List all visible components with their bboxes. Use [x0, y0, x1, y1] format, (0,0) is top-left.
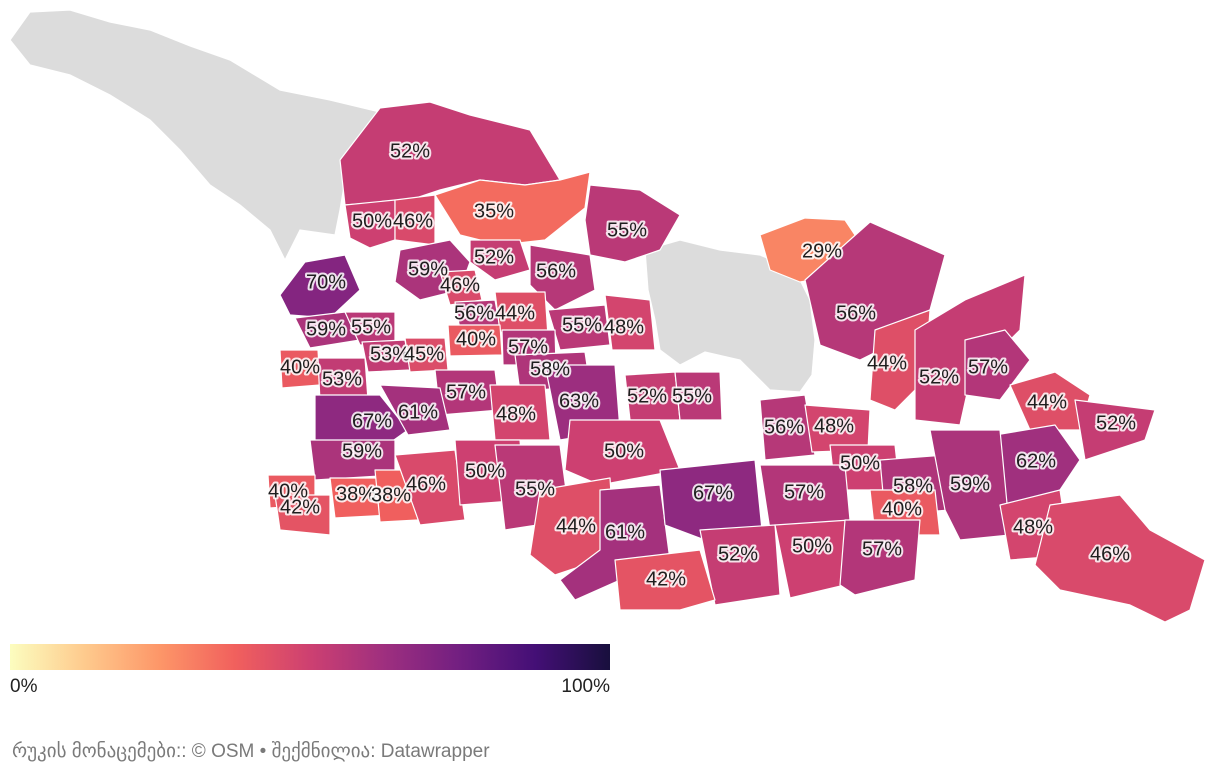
region-value-label: 50% — [840, 452, 880, 474]
region-value-label: 44% — [867, 352, 907, 374]
legend-min-label: 0% — [10, 676, 38, 697]
region-value-label: 58% — [893, 475, 933, 497]
region-value-label: 52% — [919, 366, 959, 388]
region-value-label: 56% — [536, 260, 576, 282]
region-r16[interactable] — [547, 304, 611, 351]
region-value-label: 67% — [693, 482, 733, 504]
south-ossetia-nodata-area — [644, 239, 816, 393]
region-r34[interactable] — [379, 384, 451, 436]
region-r52[interactable] — [274, 494, 331, 536]
region-r59[interactable] — [699, 524, 781, 606]
region-value-label: 58% — [530, 358, 570, 380]
region-value-label: 44% — [495, 302, 535, 324]
region-r61[interactable] — [839, 519, 921, 596]
region-value-label: 42% — [280, 496, 320, 518]
region-value-label: 44% — [1027, 391, 1067, 413]
region-r63[interactable] — [1034, 494, 1206, 623]
region-value-label: 46% — [1090, 543, 1130, 565]
region-value-label: 59% — [408, 258, 448, 280]
region-r05[interactable] — [584, 184, 681, 263]
region-value-label: 57% — [508, 336, 548, 358]
region-r37[interactable] — [759, 394, 816, 461]
region-value-label: 61% — [398, 401, 438, 423]
region-value-label: 67% — [352, 410, 392, 432]
region-value-label: 52% — [718, 543, 758, 565]
region-value-label: 45% — [404, 343, 444, 365]
region-value-label: 53% — [322, 368, 362, 390]
region-value-label: 48% — [496, 403, 536, 425]
legend-max-label: 100% — [561, 676, 610, 697]
region-value-label: 55% — [515, 478, 555, 500]
choropleth-map: 52%50% 46% 35%55%29%70%59%52%56%46%56% 44%5… — [9, 9, 1206, 623]
region-r49[interactable] — [394, 449, 466, 526]
region-value-label: 38% — [336, 483, 376, 505]
region-r10[interactable] — [529, 244, 596, 311]
region-value-label: 50% — [792, 535, 832, 557]
region-value-label: 56% — [764, 416, 804, 438]
region-value-label: 59% — [950, 473, 990, 495]
region-value-label: 48% — [1013, 516, 1053, 538]
region-r02[interactable] — [344, 199, 396, 249]
region-value-label: 57% — [862, 538, 902, 560]
region-value-label: 35% — [474, 200, 514, 222]
region-value-label: 46% — [406, 473, 446, 495]
region-value-label: 62% — [1016, 450, 1056, 472]
region-value-label: 38% — [371, 484, 411, 506]
region-value-label: 50% — [604, 440, 644, 462]
region-value-label: 46% — [440, 274, 480, 296]
region-value-label: 61% — [605, 521, 645, 543]
region-r45[interactable] — [929, 429, 1011, 541]
region-value-label: 46% — [393, 210, 433, 232]
region-value-label: 40% — [456, 328, 496, 350]
region-r39[interactable] — [1074, 399, 1156, 461]
region-value-label: 44% — [556, 515, 596, 537]
color-scale-bar — [10, 644, 610, 670]
region-value-label: 52% — [474, 246, 514, 268]
region-r11[interactable] — [439, 269, 483, 306]
region-value-label: 40% — [268, 480, 308, 502]
region-value-label: 40% — [882, 498, 922, 520]
region-value-label: 57% — [784, 481, 824, 503]
region-value-label: 63% — [559, 390, 599, 412]
region-value-label: 40% — [280, 356, 320, 378]
abkhazia-nodata-area — [9, 9, 382, 262]
region-value-label: 50% — [352, 210, 392, 232]
region-value-label: 56% — [836, 302, 876, 324]
region-value-label: 53% — [370, 343, 410, 365]
region-r60[interactable] — [774, 519, 851, 599]
region-r54[interactable] — [559, 484, 671, 601]
region-value-label: 55% — [672, 385, 712, 407]
region-value-label: 29% — [802, 240, 842, 262]
region-r62[interactable] — [614, 549, 716, 611]
region-r21[interactable] — [447, 324, 503, 357]
region-value-label: 56% — [454, 302, 494, 324]
region-value-label: 55% — [351, 316, 391, 338]
map-credits: რუკის მონაცემები:: © OSM • შექმნილია: Da… — [12, 741, 490, 762]
region-r09[interactable] — [469, 239, 531, 281]
region-value-label: 42% — [646, 568, 686, 590]
region-r35[interactable] — [489, 384, 551, 441]
region-value-label: 52% — [390, 140, 430, 162]
region-r31[interactable] — [674, 371, 723, 421]
region-r07[interactable] — [279, 254, 361, 319]
region-r17[interactable] — [604, 294, 656, 351]
region-value-label: 57% — [446, 381, 486, 403]
region-value-label: 55% — [607, 219, 647, 241]
region-r41[interactable] — [564, 419, 681, 486]
region-value-label: 70% — [306, 271, 346, 293]
region-value-label: 57% — [968, 356, 1008, 378]
region-value-label: 59% — [306, 318, 346, 340]
region-value-label: 48% — [604, 316, 644, 338]
region-value-label: 52% — [627, 385, 667, 407]
region-value-label: 59% — [342, 440, 382, 462]
region-value-label: 48% — [814, 415, 854, 437]
region-value-label: 55% — [562, 314, 602, 336]
region-value-label: 52% — [1096, 412, 1136, 434]
region-r28[interactable] — [964, 329, 1031, 401]
region-value-label: 50% — [465, 460, 505, 482]
